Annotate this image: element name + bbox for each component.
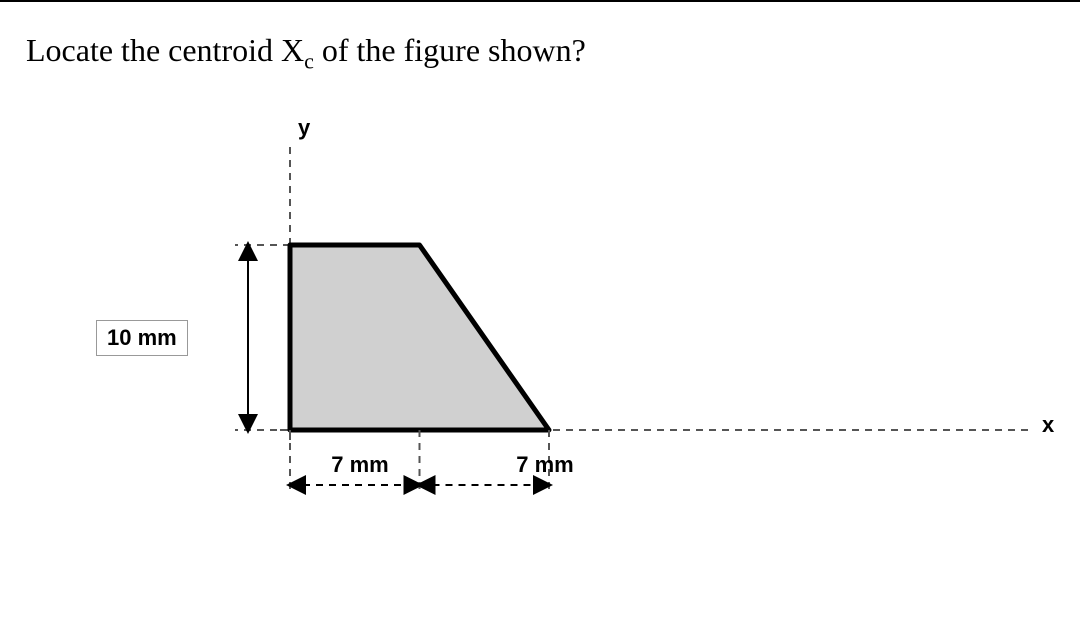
question-prefix: Locate the centroid X — [26, 32, 304, 68]
centroid-diagram: y x 10 mm 7 mm 7 mm — [0, 120, 1080, 625]
width-left-dimension-label: 7 mm — [325, 452, 395, 478]
question-text: Locate the centroid Xc of the figure sho… — [26, 32, 586, 74]
width-right-dimension-label: 7 mm — [510, 452, 580, 478]
diagram-svg — [0, 120, 1080, 620]
height-dimension-label: 10 mm — [96, 320, 188, 356]
question-suffix: of the figure shown? — [314, 32, 586, 68]
top-horizontal-rule — [0, 0, 1080, 2]
x-axis-label: x — [1042, 412, 1054, 438]
question-subscript: c — [304, 48, 314, 73]
y-axis-label: y — [298, 115, 310, 141]
